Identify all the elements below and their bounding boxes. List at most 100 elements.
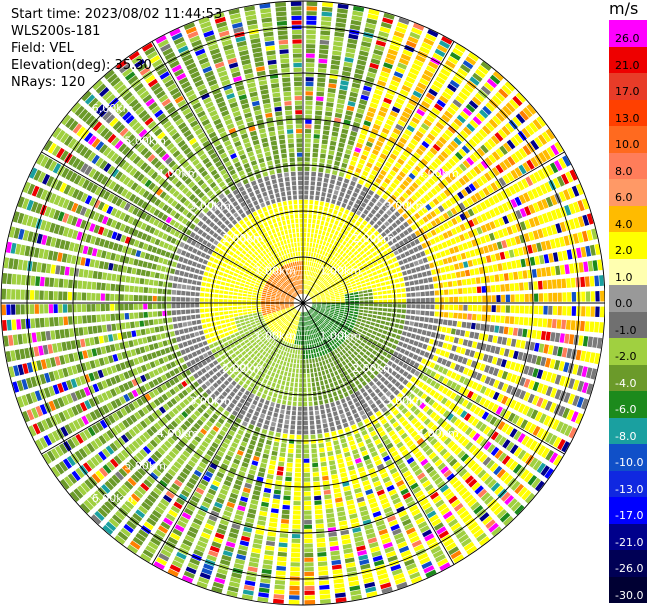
velocity-gate <box>250 235 256 241</box>
velocity-gate <box>313 267 317 273</box>
velocity-gate <box>387 186 395 193</box>
velocity-gate <box>173 344 180 351</box>
velocity-gate <box>345 110 354 116</box>
velocity-gate <box>275 258 280 264</box>
velocity-gate <box>250 217 256 224</box>
velocity-gate <box>155 35 167 44</box>
velocity-gate <box>315 268 318 273</box>
velocity-gate <box>541 198 549 209</box>
velocity-gate <box>332 194 338 200</box>
velocity-gate <box>498 177 507 187</box>
velocity-gate <box>356 262 362 267</box>
velocity-gate <box>134 58 145 69</box>
velocity-gate <box>564 264 570 275</box>
velocity-gate <box>211 263 217 269</box>
velocity-gate <box>139 66 151 76</box>
velocity-gate <box>287 138 294 144</box>
velocity-gate <box>350 298 355 301</box>
velocity-gate <box>140 328 146 336</box>
velocity-gate <box>149 327 155 334</box>
velocity-gate <box>404 129 413 137</box>
velocity-gate <box>436 99 446 108</box>
velocity-gate <box>332 286 337 290</box>
velocity-gate <box>52 251 59 261</box>
velocity-gate <box>71 255 77 265</box>
velocity-gate <box>253 105 261 111</box>
velocity-gate <box>317 301 322 303</box>
velocity-gate <box>283 225 287 230</box>
velocity-gate <box>188 137 197 146</box>
velocity-gate <box>158 257 164 264</box>
velocity-gate <box>287 285 291 289</box>
velocity-gate <box>480 236 487 244</box>
velocity-gate <box>290 171 296 177</box>
velocity-gate <box>210 135 219 143</box>
velocity-gate <box>233 288 239 292</box>
velocity-gate <box>390 245 397 251</box>
velocity-gate <box>274 106 282 112</box>
velocity-gate <box>255 148 262 155</box>
velocity-gate <box>522 270 528 279</box>
velocity-gate <box>267 59 277 65</box>
velocity-gate <box>187 31 199 39</box>
velocity-gate <box>377 80 387 87</box>
velocity-gate <box>251 253 257 259</box>
velocity-gate <box>169 60 180 69</box>
velocity-gate <box>243 290 248 294</box>
velocity-gate <box>375 84 385 92</box>
velocity-gate <box>351 283 357 287</box>
velocity-gate <box>462 160 471 169</box>
velocity-gate <box>293 266 296 271</box>
velocity-gate <box>370 267 376 272</box>
velocity-gate <box>181 290 186 296</box>
velocity-gate <box>391 75 402 83</box>
velocity-gate <box>459 234 466 242</box>
velocity-gate <box>408 248 415 255</box>
velocity-gate <box>290 262 293 267</box>
velocity-gate <box>238 289 243 293</box>
velocity-gate <box>334 246 339 252</box>
velocity-gate <box>599 275 604 286</box>
velocity-gate <box>305 81 314 87</box>
velocity-gate <box>236 119 244 126</box>
velocity-gate <box>303 228 307 233</box>
velocity-gate <box>247 297 252 300</box>
velocity-gate <box>70 340 77 350</box>
velocity-gate <box>344 236 350 242</box>
velocity-gate <box>189 120 199 128</box>
velocity-gate <box>292 190 297 195</box>
velocity-gate <box>559 221 567 233</box>
velocity-gate <box>315 105 323 111</box>
velocity-gate <box>327 92 336 98</box>
velocity-gate <box>291 243 294 248</box>
velocity-gate <box>501 294 506 302</box>
velocity-gate <box>290 219 295 224</box>
velocity-gate <box>502 142 512 153</box>
velocity-gate <box>489 74 501 85</box>
velocity-gate <box>312 299 317 301</box>
velocity-gate <box>281 271 285 276</box>
velocity-gate <box>345 280 350 284</box>
velocity-gate <box>238 312 243 316</box>
velocity-gate <box>348 33 359 40</box>
velocity-gate <box>325 293 330 296</box>
velocity-gate <box>305 63 315 68</box>
velocity-gate <box>226 265 232 270</box>
velocity-gate <box>410 155 418 164</box>
velocity-gate <box>506 200 514 210</box>
velocity-gate <box>334 291 339 295</box>
velocity-gate <box>294 286 298 291</box>
velocity-gate <box>514 150 524 161</box>
velocity-gate <box>8 258 14 269</box>
velocity-gate <box>355 142 363 149</box>
velocity-gate <box>11 273 17 285</box>
velocity-gate <box>323 226 328 232</box>
velocity-gate <box>478 267 484 275</box>
velocity-gate <box>303 284 305 289</box>
velocity-gate <box>271 309 276 311</box>
velocity-gate <box>124 303 129 311</box>
velocity-gate <box>228 303 233 306</box>
velocity-gate <box>260 202 266 208</box>
velocity-gate <box>324 281 329 286</box>
